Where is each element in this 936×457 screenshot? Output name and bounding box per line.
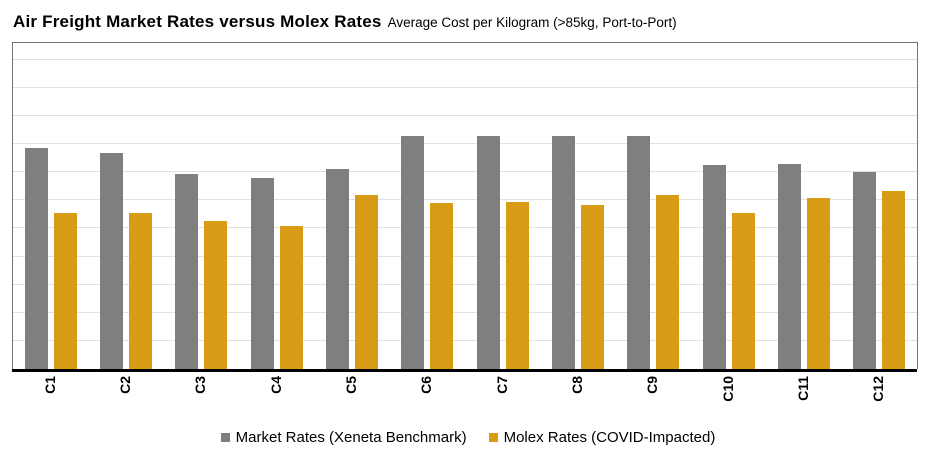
x-axis-label: C12 — [870, 376, 887, 402]
bars-layer — [13, 43, 917, 369]
bar-molex-c10 — [731, 213, 755, 369]
gridline — [13, 283, 917, 285]
gridline — [13, 143, 917, 145]
gridline — [13, 199, 917, 201]
x-axis-label-cell: C5 — [313, 376, 388, 418]
bar-group-c3 — [164, 43, 239, 369]
bar-molex-c6 — [430, 203, 454, 369]
x-axis-label-cell: C12 — [841, 376, 916, 418]
bar-molex-c12 — [882, 190, 906, 369]
bar-molex-c2 — [128, 213, 152, 369]
bar-market-c2 — [99, 152, 123, 369]
bar-market-c8 — [551, 135, 575, 369]
x-axis-label-cell: C1 — [12, 376, 87, 418]
x-axis-label: C6 — [418, 376, 435, 394]
legend: Market Rates (Xeneta Benchmark) Molex Rat… — [0, 429, 936, 446]
gridline — [13, 255, 917, 257]
gridline — [13, 58, 917, 60]
gridline — [13, 339, 917, 341]
bar-market-c11 — [777, 163, 801, 369]
x-axis-line — [12, 369, 917, 372]
bar-group-c7 — [465, 43, 540, 369]
x-axis-label-cell: C7 — [464, 376, 539, 418]
bar-market-c7 — [476, 135, 500, 369]
gridline — [13, 311, 917, 313]
bar-group-c4 — [239, 43, 314, 369]
bar-group-c5 — [314, 43, 389, 369]
bar-molex-c5 — [354, 194, 378, 369]
x-axis-label: C4 — [267, 376, 284, 394]
gridline — [13, 86, 917, 88]
plot-area — [12, 42, 918, 369]
chart-title: Air Freight Market Rates versus Molex Ra… — [13, 12, 382, 31]
legend-marker-icon — [220, 433, 230, 442]
gridline — [13, 227, 917, 229]
chart-header: Air Freight Market Rates versus Molex Ra… — [13, 12, 923, 32]
bar-molex-c4 — [279, 225, 303, 369]
x-axis-label: C11 — [794, 376, 811, 401]
legend-marker-icon — [488, 433, 498, 442]
bar-market-c5 — [325, 169, 349, 369]
x-axis-label: C1 — [41, 376, 58, 394]
bar-group-c11 — [766, 43, 841, 369]
bar-market-c9 — [627, 135, 651, 369]
bar-group-c12 — [842, 43, 917, 369]
bar-group-c6 — [390, 43, 465, 369]
x-axis-label: C10 — [719, 376, 736, 402]
bar-group-c10 — [691, 43, 766, 369]
gridline — [13, 171, 917, 173]
bar-molex-c1 — [53, 213, 77, 369]
bar-market-c1 — [24, 148, 48, 369]
x-axis-label-cell: C2 — [87, 376, 162, 418]
bar-group-c9 — [616, 43, 691, 369]
x-axis-label-cell: C11 — [765, 376, 840, 418]
x-axis-label: C8 — [568, 376, 585, 394]
bar-market-c6 — [401, 135, 425, 369]
legend-label: Molex Rates (COVID-Impacted) — [503, 429, 716, 446]
x-axis-label-cell: C6 — [389, 376, 464, 418]
x-axis-labels: C1 C2 C3 C4 C5 C6 C7 C8 C9 C10 C11 C12 — [12, 376, 916, 418]
x-axis-label: C2 — [116, 376, 133, 394]
bar-group-c8 — [540, 43, 615, 369]
bar-molex-c8 — [580, 204, 604, 369]
bar-group-c1 — [13, 43, 88, 369]
x-axis-label-cell: C8 — [539, 376, 614, 418]
x-axis-label: C5 — [342, 376, 359, 394]
x-axis-label-cell: C9 — [615, 376, 690, 418]
bar-market-c3 — [175, 173, 199, 369]
bar-market-c10 — [702, 165, 726, 369]
x-axis-label: C9 — [644, 376, 661, 394]
bar-market-c12 — [853, 172, 877, 369]
gridline — [13, 115, 917, 117]
x-axis-label-cell: C3 — [163, 376, 238, 418]
x-axis-label: C7 — [493, 376, 510, 394]
bar-molex-c7 — [505, 201, 529, 369]
bar-market-c4 — [250, 177, 274, 369]
bar-molex-c3 — [204, 221, 228, 369]
legend-item-molex: Molex Rates (COVID-Impacted) — [488, 429, 716, 446]
x-axis-label: C3 — [192, 376, 209, 394]
legend-label: Market Rates (Xeneta Benchmark) — [235, 429, 467, 446]
bar-molex-c9 — [656, 194, 680, 369]
bar-molex-c11 — [806, 197, 830, 369]
legend-item-market: Market Rates (Xeneta Benchmark) — [220, 429, 467, 446]
x-axis-label-cell: C10 — [690, 376, 765, 418]
bar-group-c2 — [88, 43, 163, 369]
x-axis-label-cell: C4 — [238, 376, 313, 418]
chart-subtitle: Average Cost per Kilogram (>85kg, Port-t… — [387, 15, 677, 30]
